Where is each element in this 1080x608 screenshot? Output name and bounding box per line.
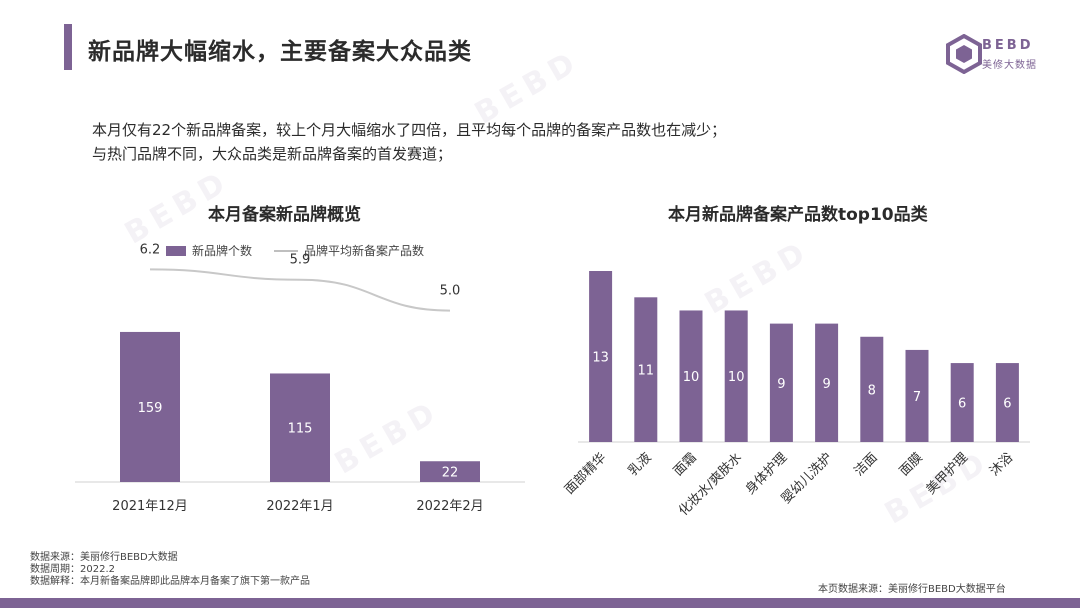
legend-bar-swatch xyxy=(166,245,186,256)
logo-text: BEBD xyxy=(982,38,1034,53)
x-tick-label: 2022年2月 xyxy=(416,499,483,514)
page-title: 新品牌大幅缩水，主要备案大众品类 xyxy=(88,39,472,65)
bar-new-brands xyxy=(120,331,180,482)
legend-bar-label: 新品牌个数 xyxy=(192,244,253,258)
category-tick-label: 面部精华 xyxy=(562,450,609,497)
intro-line: 本月仅有22个新品牌备案，较上个月大幅缩水了四倍，且平均每个品牌的备案产品数也在… xyxy=(92,121,727,139)
category-tick-label: 洁面 xyxy=(852,450,881,479)
footnote-period: 数据周期：2022.2 xyxy=(30,564,115,575)
bar-category-count xyxy=(905,349,929,442)
left-chart-legend: 新品牌个数 品牌平均新备案产品数 xyxy=(166,242,424,259)
bar-value-label: 10 xyxy=(683,370,700,385)
category-tick-label: 沐浴 xyxy=(987,450,1016,479)
logo-subtitle: 美修大数据 xyxy=(982,60,1037,71)
category-tick-label: 面霜 xyxy=(671,450,700,479)
bar-category-count xyxy=(995,363,1019,442)
bar-value-label: 11 xyxy=(638,364,655,379)
x-tick-label: 2021年12月 xyxy=(112,499,188,514)
category-tick-label: 美甲护理 xyxy=(924,450,971,497)
bebd-logo-icon xyxy=(946,34,982,74)
bottom-accent-strip xyxy=(0,598,1080,608)
bar-category-count xyxy=(950,363,974,442)
bar-category-count xyxy=(769,323,793,442)
bar-value-label: 6 xyxy=(1003,397,1011,412)
intro-line: 与热门品牌不同，大众品类是新品牌备案的首发赛道； xyxy=(92,145,453,163)
bar-new-brands xyxy=(420,461,480,482)
footnote-source: 数据来源：美丽修行BEBD大数据 xyxy=(30,552,178,563)
category-tick-label: 面膜 xyxy=(897,450,926,479)
intro-text: 本月仅有22个新品牌备案，较上个月大幅缩水了四倍，且平均每个品牌的备案产品数也在… xyxy=(92,118,726,166)
bar-category-count xyxy=(634,297,658,442)
line-value-label: 5.0 xyxy=(440,284,461,299)
bar-new-brands xyxy=(270,373,330,482)
line-value-label: 5.9 xyxy=(290,253,311,268)
right-chart-title: 本月新品牌备案产品数top10品类 xyxy=(668,205,928,225)
footnote-explanation: 数据解释：本月新备案品牌即此品牌本月备案了旗下第一款产品 xyxy=(30,576,310,587)
bar-value-label: 159 xyxy=(138,401,163,416)
x-tick-label: 2022年1月 xyxy=(266,499,333,514)
category-tick-label: 乳液 xyxy=(626,450,655,479)
category-tick-label: 身体护理 xyxy=(742,450,790,498)
page-source: 本页数据来源：美丽修行BEBD大数据平台 xyxy=(818,584,1006,595)
bar-value-label: 22 xyxy=(442,466,459,481)
line-avg-products xyxy=(149,268,451,312)
bar-category-count xyxy=(589,271,613,442)
bar-value-label: 8 xyxy=(868,383,876,398)
footnotes: 数据来源：美丽修行BEBD大数据 数据周期：2022.2 数据解释：本月新备案品… xyxy=(30,552,310,588)
legend-line-label: 品牌平均新备案产品数 xyxy=(304,244,425,258)
bar-value-label: 9 xyxy=(777,377,785,392)
bar-value-label: 115 xyxy=(288,422,313,437)
bar-value-label: 6 xyxy=(958,397,966,412)
title-accent-bar xyxy=(64,24,72,70)
legend-line-swatch xyxy=(274,249,299,252)
line-value-label: 6.2 xyxy=(140,242,161,257)
bar-category-count xyxy=(724,310,748,442)
bar-category-count xyxy=(679,310,703,442)
bar-value-label: 10 xyxy=(728,370,745,385)
bar-value-label: 13 xyxy=(592,351,609,366)
bar-value-label: 7 xyxy=(913,390,921,405)
bar-category-count xyxy=(860,336,884,442)
bar-category-count xyxy=(815,323,839,442)
left-chart-title: 本月备案新品牌概览 xyxy=(208,205,361,225)
bar-value-label: 9 xyxy=(822,377,830,392)
